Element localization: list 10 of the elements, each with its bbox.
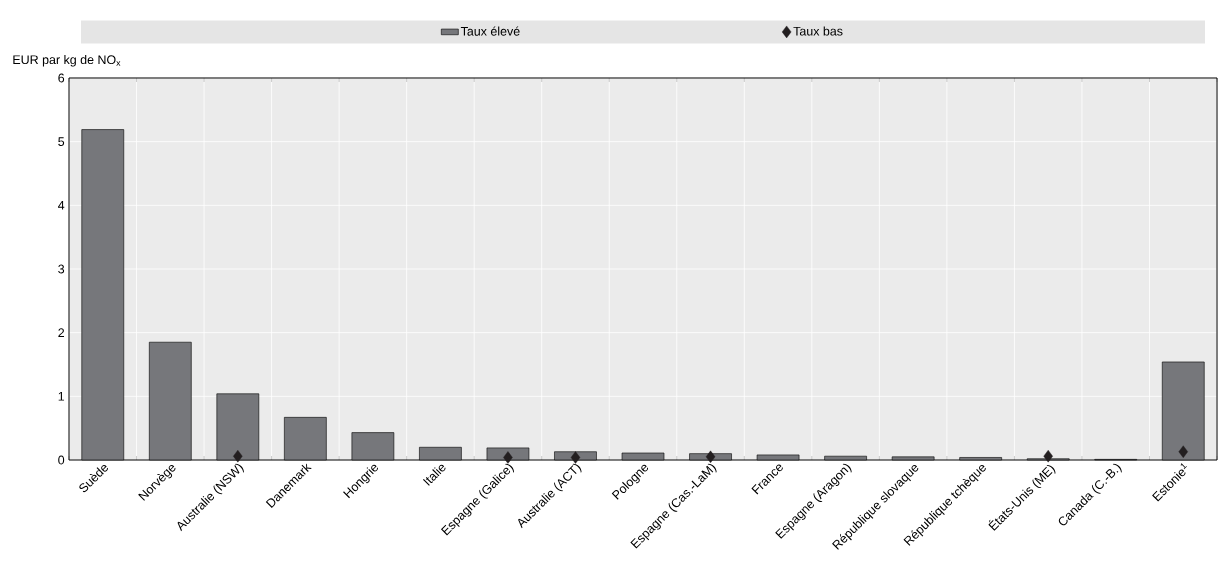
- y-tick-label: 5: [58, 137, 65, 147]
- y-tick-label: 6: [58, 73, 65, 83]
- y-tick-label: 2: [58, 328, 65, 338]
- y-axis-title: EUR par kg de NO$_{x}$: [13, 54, 121, 67]
- y-tick-label: 0: [58, 455, 65, 465]
- y-tick-label: 3: [58, 264, 65, 274]
- legend-label: Taux bas: [793, 26, 843, 36]
- y-tick-label: 1: [58, 392, 65, 401]
- y-tick-label: 4: [58, 201, 65, 210]
- legend-label: Taux élevé: [460, 26, 520, 36]
